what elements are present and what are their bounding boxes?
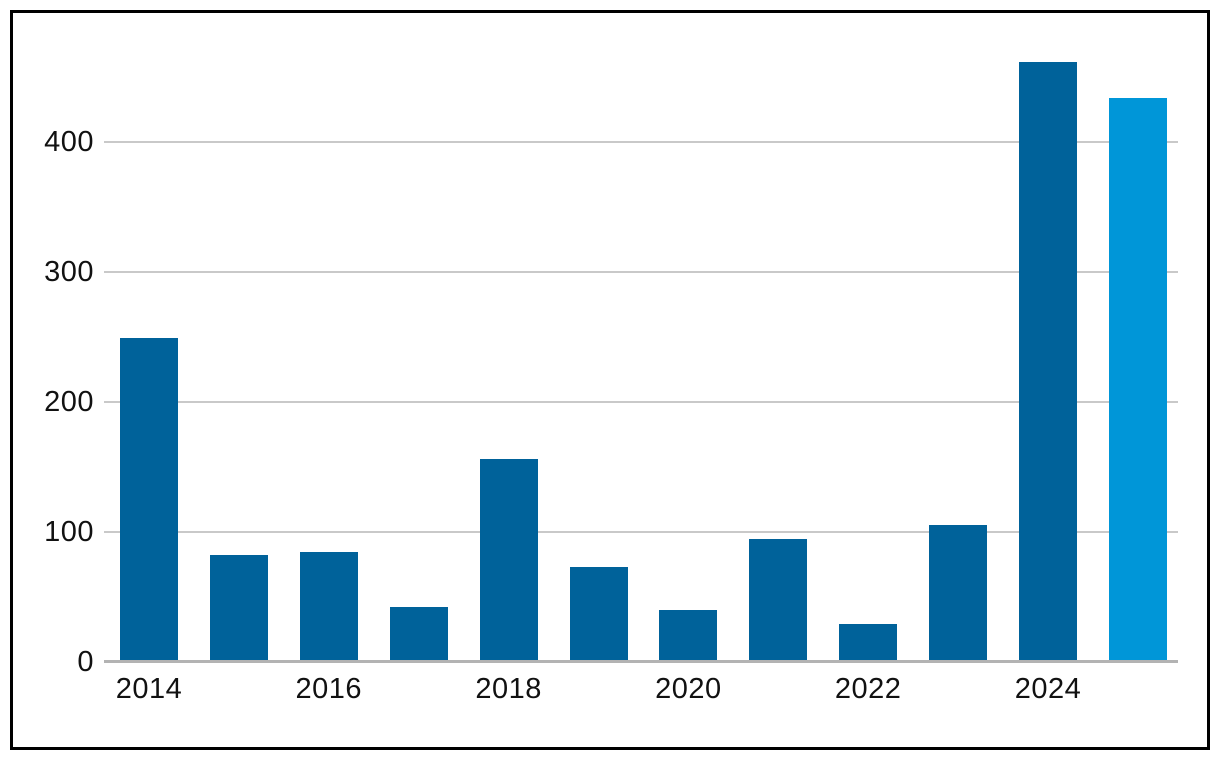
bar-2015 [209, 555, 268, 662]
x-tick-label-2020: 2020 [655, 673, 722, 705]
x-tick-label-2016: 2016 [295, 673, 363, 705]
gridline-400 [104, 141, 1178, 144]
bar-2022 [839, 623, 898, 662]
bar-2025 [1108, 97, 1167, 662]
gridline-200 [104, 400, 1178, 403]
bar-2023 [929, 525, 988, 662]
bar-2014 [120, 338, 178, 662]
bar-2024 [1019, 61, 1077, 662]
x-tick-label-2022: 2022 [834, 673, 902, 705]
bar-2020 [659, 609, 718, 662]
y-tick-label-300: 300 [44, 255, 94, 288]
bar-2021 [749, 539, 808, 662]
y-tick-label-100: 100 [44, 515, 94, 548]
x-axis-line [104, 660, 1178, 663]
gridline-300 [104, 270, 1178, 273]
y-tick-label-200: 200 [44, 385, 94, 418]
x-tick-label-2024: 2024 [1014, 673, 1082, 705]
gridline-100 [104, 530, 1178, 533]
y-tick-label-400: 400 [44, 126, 94, 159]
y-tick-label-0: 0 [77, 645, 94, 678]
x-tick-label-2014: 2014 [115, 673, 183, 705]
bar-2017 [389, 606, 448, 662]
bar-2019 [569, 566, 628, 662]
bar-2016 [299, 552, 358, 662]
bar-2018 [479, 458, 538, 662]
x-tick-label-2018: 2018 [475, 673, 542, 705]
